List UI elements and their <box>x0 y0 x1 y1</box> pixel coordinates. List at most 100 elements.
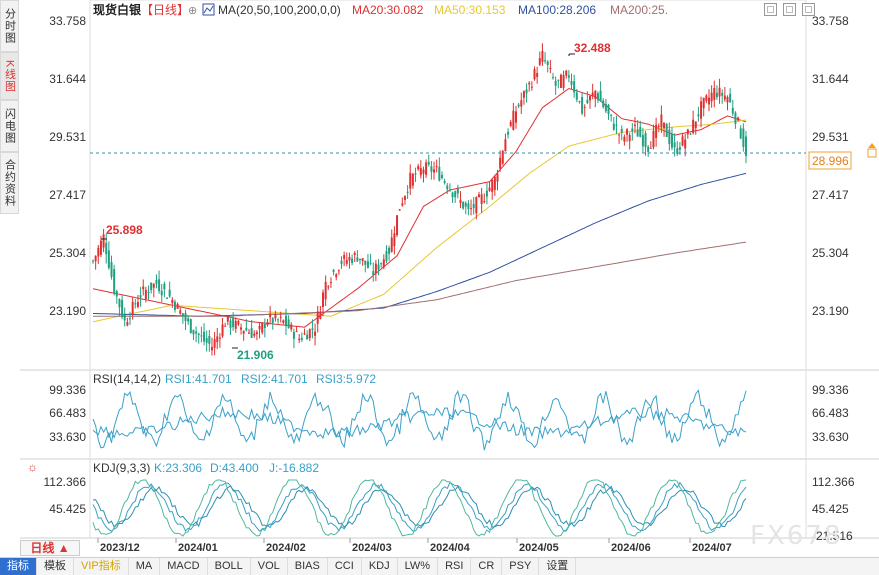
candle-body <box>279 316 282 318</box>
candle-body <box>557 79 560 81</box>
kdj-line-j <box>92 479 747 537</box>
candle-body <box>541 50 544 62</box>
candle-body <box>538 58 541 65</box>
kdj-sun-icon[interactable]: ☼ <box>27 460 38 474</box>
candle-body <box>731 107 734 114</box>
fullscreen-icon[interactable] <box>764 3 777 16</box>
instrument-title: 现货白银 <box>93 2 142 17</box>
price-tick-left: 27.417 <box>49 188 86 202</box>
tab-flash-chart[interactable]: 闪电图 <box>0 100 19 152</box>
candle-body <box>348 257 351 261</box>
candle-body <box>665 123 668 137</box>
candle-body <box>689 133 692 135</box>
tab-contract-info[interactable]: 合约资料 <box>0 152 19 214</box>
candle-body <box>615 124 618 126</box>
candle-body <box>565 70 568 76</box>
candle-body <box>729 93 732 103</box>
tab-bias[interactable]: BIAS <box>288 558 328 575</box>
candle-body <box>240 327 243 330</box>
tab-indicators[interactable]: 指标 <box>0 558 37 575</box>
period-selector[interactable]: 日线 ▲ <box>20 540 80 556</box>
price-tick-left: 31.644 <box>49 72 86 86</box>
ma100-label: MA100:28.206 <box>518 3 596 17</box>
indicator-toggle-icon[interactable] <box>202 3 215 16</box>
tab-cr[interactable]: CR <box>471 558 503 575</box>
date-tick-label: 2024/03 <box>352 542 392 554</box>
candle-body <box>99 240 102 255</box>
candle-body <box>451 192 454 198</box>
candle-body <box>694 121 697 129</box>
tab-cci[interactable]: CCI <box>328 558 362 575</box>
candle-body <box>734 112 737 124</box>
candle-body <box>337 270 340 272</box>
candle-body <box>530 86 533 88</box>
tab-k-line-chart[interactable]: K线图 <box>0 52 19 100</box>
tab-settings[interactable]: 设置 <box>539 558 577 575</box>
price-tick-right: 29.531 <box>812 130 849 144</box>
candle-body <box>575 92 578 100</box>
date-tick-label: 2024/02 <box>266 542 306 554</box>
tab-ma[interactable]: MA <box>129 558 161 575</box>
candle-body <box>549 67 552 70</box>
candle-body <box>562 75 565 88</box>
price-tick-left: 25.304 <box>49 246 86 260</box>
tab-vip-indicators[interactable]: VIP指标 <box>74 558 129 575</box>
rsi-tick-right: 99.336 <box>812 383 849 397</box>
kdj-tick-right: 112.366 <box>812 475 855 489</box>
layout-icon[interactable] <box>802 3 815 16</box>
candle-body <box>271 318 274 323</box>
candle-body <box>129 318 132 320</box>
price-alert-icon[interactable] <box>868 143 876 148</box>
candle-body <box>737 117 740 121</box>
tab-kdj[interactable]: KDJ <box>362 558 398 575</box>
candle-body <box>602 100 605 108</box>
tab-time-chart[interactable]: 分时图 <box>0 0 19 52</box>
candle-body <box>121 299 124 318</box>
candle-body <box>663 122 666 128</box>
candle-body <box>636 129 639 137</box>
tab-macd[interactable]: MACD <box>160 558 208 575</box>
candle-body <box>477 194 480 198</box>
candle-body <box>332 269 335 272</box>
candle-body <box>364 260 367 265</box>
kdj-title: KDJ(9,3,3) <box>93 461 150 475</box>
candle-body <box>396 215 399 236</box>
candle-body <box>287 319 290 328</box>
candle-body <box>393 233 396 247</box>
tab-boll[interactable]: BOLL <box>208 558 251 575</box>
candle-body <box>218 337 221 339</box>
kdj-tick-right: -21.516 <box>812 529 853 543</box>
candle-body <box>388 247 391 254</box>
ma-line-ma100 <box>93 172 747 317</box>
tab-lw[interactable]: LW% <box>398 558 439 575</box>
candle-body <box>620 129 623 133</box>
rsi2-label: RSI2:41.701 <box>241 372 308 386</box>
candle-body <box>94 255 97 262</box>
candle-body <box>425 162 428 175</box>
candle-body <box>430 166 433 172</box>
current-price-box <box>808 151 852 170</box>
candle-body <box>263 324 266 329</box>
candle-body <box>298 338 301 341</box>
candle-body <box>514 111 517 123</box>
candle-body <box>581 96 584 114</box>
candle-body <box>435 166 438 168</box>
window-icon[interactable] <box>783 3 796 16</box>
tab-template[interactable]: 模板 <box>37 558 74 575</box>
tab-psy[interactable]: PSY <box>502 558 540 575</box>
candle-body <box>414 173 417 175</box>
ma50-label: MA50:30.153 <box>434 3 506 17</box>
candle-body <box>655 124 658 139</box>
ma200-label: MA200:25. <box>610 3 668 17</box>
candle-body <box>234 320 237 329</box>
candle-body <box>390 237 393 252</box>
kdj-line-d <box>92 485 747 528</box>
tab-vol[interactable]: VOL <box>251 558 288 575</box>
candle-body <box>250 328 253 338</box>
moving-average-lines <box>92 87 747 328</box>
candle-body <box>105 242 108 255</box>
chart-toolbar <box>764 3 815 16</box>
tab-rsi[interactable]: RSI <box>438 558 472 575</box>
settings-icon[interactable]: ⊕ <box>188 5 197 17</box>
